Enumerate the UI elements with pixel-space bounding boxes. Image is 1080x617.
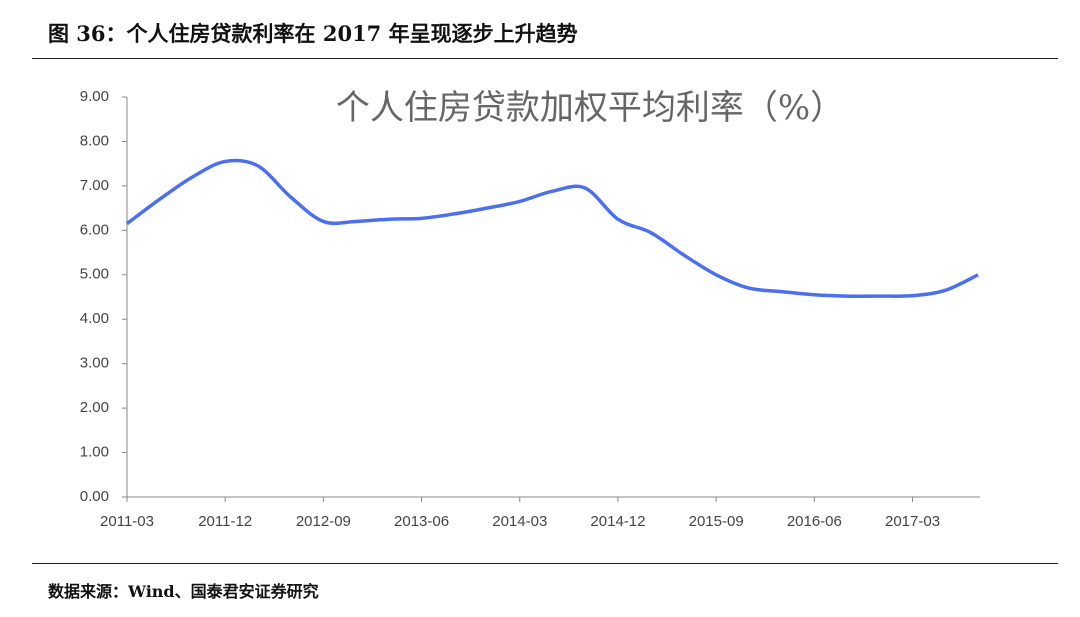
y-tick-label: 7.00 xyxy=(80,177,109,194)
y-tick-label: 1.00 xyxy=(80,444,109,461)
x-tick-label: 2012-09 xyxy=(296,513,351,530)
y-tick-label: 6.00 xyxy=(80,221,109,238)
x-tick-label: 2013-06 xyxy=(394,513,449,530)
y-tick-label: 8.00 xyxy=(80,132,109,149)
chart-title: 个人住房贷款加权平均利率（%） xyxy=(336,88,844,128)
x-tick-label: 2015-09 xyxy=(689,513,744,530)
y-tick-label: 4.00 xyxy=(80,310,109,327)
x-tick-label: 2016-06 xyxy=(787,513,842,530)
x-tick-label: 2011-12 xyxy=(198,513,252,530)
y-tick-label: 2.00 xyxy=(80,399,109,416)
x-tick-label: 2014-12 xyxy=(590,513,645,530)
figure-title: 图 36：个人住房贷款利率在 2017 年呈现逐步上升趋势 xyxy=(48,21,578,46)
footer-rule xyxy=(32,563,1058,564)
y-tick-label: 0.00 xyxy=(80,488,109,505)
y-tick-label: 9.00 xyxy=(80,88,109,105)
y-tick-label: 3.00 xyxy=(80,355,109,372)
x-tick-label: 2014-03 xyxy=(492,513,547,530)
rate-line xyxy=(125,158,979,298)
source-note: 数据来源：Wind、国泰君安证券研究 xyxy=(48,582,319,601)
x-tick-label: 2017-03 xyxy=(885,513,940,530)
header-rule xyxy=(32,58,1058,59)
x-tick-label: 2011-03 xyxy=(100,513,154,530)
y-tick-label: 5.00 xyxy=(80,266,109,283)
